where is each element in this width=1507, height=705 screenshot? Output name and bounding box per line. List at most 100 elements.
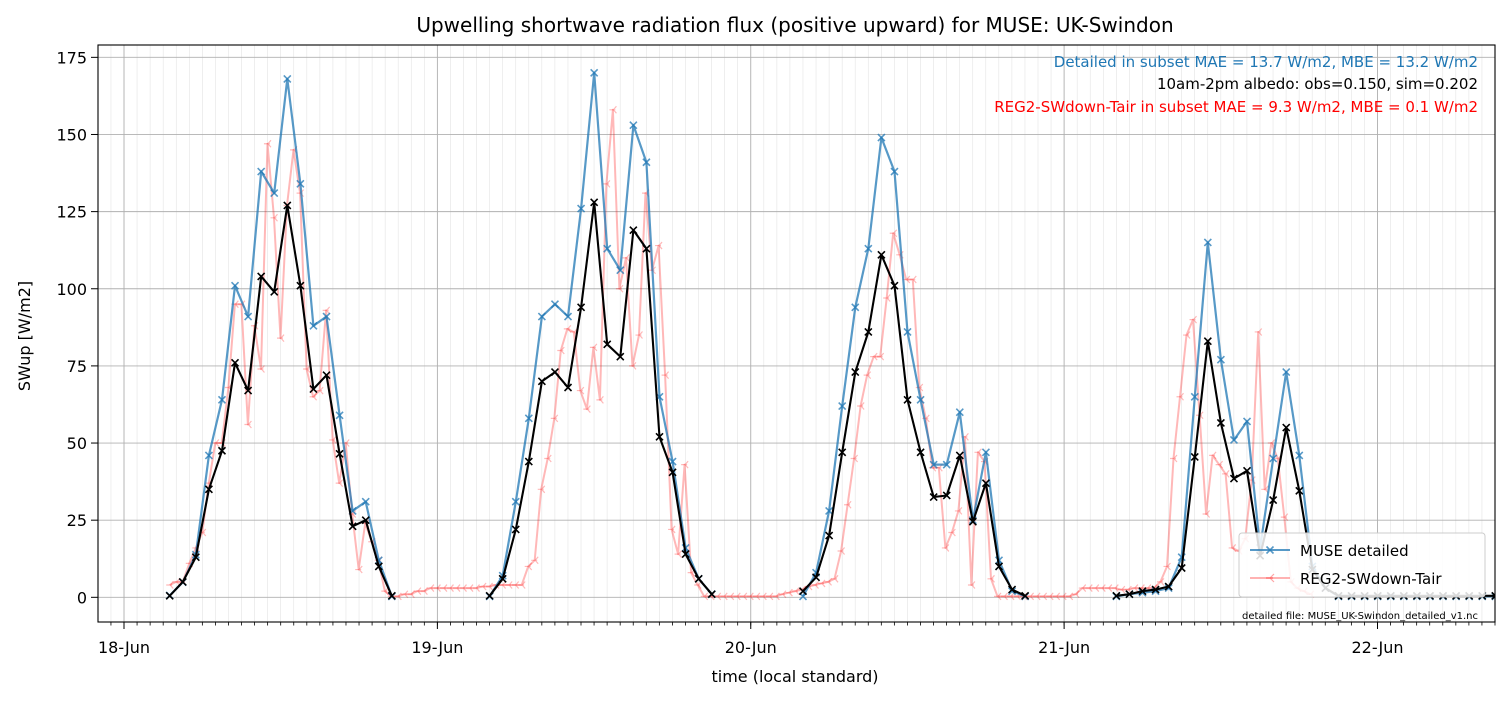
data-point-obs bbox=[616, 352, 625, 361]
data-point-obs bbox=[864, 327, 873, 337]
data-point-reg2 bbox=[550, 414, 559, 423]
data-point-detailed bbox=[903, 327, 912, 337]
data-point-reg2 bbox=[1039, 592, 1048, 601]
data-point-obs bbox=[563, 383, 573, 392]
data-point-reg2 bbox=[1254, 328, 1263, 336]
data-point-reg2 bbox=[537, 485, 546, 494]
data-point-detailed bbox=[283, 74, 292, 84]
data-point-reg2 bbox=[615, 284, 624, 293]
data-point-reg2 bbox=[576, 386, 585, 395]
data-point-detailed bbox=[629, 121, 638, 130]
data-point-reg2 bbox=[472, 584, 481, 592]
data-point-obs bbox=[707, 590, 716, 599]
annotation-detailed-stats: Detailed in subset MAE = 13.7 W/m2, MBE … bbox=[1054, 53, 1478, 71]
data-point-obs bbox=[361, 516, 370, 525]
data-point-reg2 bbox=[1111, 584, 1119, 592]
data-point-reg2 bbox=[1176, 392, 1184, 401]
data-point-obs bbox=[825, 531, 834, 540]
data-point-reg2 bbox=[596, 395, 604, 404]
data-point-reg2 bbox=[1280, 513, 1289, 521]
data-point-reg2 bbox=[394, 592, 402, 601]
data-point-reg2 bbox=[1078, 584, 1087, 592]
data-point-reg2 bbox=[531, 556, 539, 565]
data-point-obs bbox=[550, 368, 560, 377]
data-point-reg2 bbox=[433, 584, 441, 592]
data-point-obs bbox=[270, 287, 279, 296]
data-point-reg2 bbox=[909, 275, 917, 284]
data-point-obs bbox=[348, 522, 357, 531]
data-point-obs bbox=[590, 198, 599, 207]
chart-title: Upwelling shortwave radiation flux (posi… bbox=[416, 13, 1173, 37]
data-point-obs bbox=[1138, 587, 1147, 596]
data-point-detailed bbox=[825, 506, 834, 515]
data-point-reg2 bbox=[309, 392, 318, 401]
x-tick-label: 21-Jun bbox=[1038, 638, 1090, 657]
data-point-reg2 bbox=[544, 454, 552, 463]
data-point-detailed bbox=[981, 448, 990, 457]
data-point-reg2 bbox=[993, 592, 1002, 601]
data-point-obs bbox=[1229, 474, 1239, 483]
data-point-detailed bbox=[204, 451, 213, 460]
data-point-obs bbox=[230, 358, 240, 367]
data-point-reg2 bbox=[883, 294, 891, 302]
data-point-reg2 bbox=[1000, 592, 1008, 601]
data-point-detailed bbox=[524, 414, 533, 423]
data-point-detailed bbox=[550, 300, 560, 309]
data-point-reg2 bbox=[1098, 584, 1106, 592]
data-point-obs bbox=[257, 272, 266, 281]
data-point-reg2 bbox=[602, 179, 611, 188]
legend-box bbox=[1238, 532, 1486, 598]
data-point-obs bbox=[929, 492, 938, 502]
data-point-detailed bbox=[537, 312, 546, 321]
data-point-detailed bbox=[244, 312, 253, 321]
data-point-detailed bbox=[230, 281, 240, 290]
data-point-obs bbox=[851, 368, 860, 377]
data-point-reg2 bbox=[733, 592, 741, 601]
data-point-detailed bbox=[1190, 392, 1199, 401]
data-point-reg2 bbox=[1169, 454, 1178, 463]
data-point-reg2 bbox=[746, 592, 754, 601]
data-point-obs bbox=[1491, 591, 1495, 600]
annotation-reg2-stats: REG2-SWdown-Tair in subset MAE = 9.3 W/m… bbox=[994, 98, 1478, 116]
data-point-detailed bbox=[361, 497, 370, 506]
data-point-reg2 bbox=[772, 592, 780, 601]
data-point-obs bbox=[1203, 337, 1212, 346]
data-point-obs bbox=[165, 591, 174, 600]
data-point-reg2 bbox=[739, 592, 748, 601]
data-point-obs bbox=[498, 574, 507, 583]
data-point-reg2 bbox=[277, 334, 285, 343]
data-point-detailed bbox=[335, 411, 344, 420]
data-point-obs bbox=[485, 591, 494, 600]
data-point-reg2 bbox=[426, 584, 435, 592]
data-point-reg2 bbox=[954, 507, 963, 515]
data-point-detailed bbox=[929, 460, 938, 469]
data-point-obs bbox=[511, 525, 520, 534]
data-point-obs bbox=[890, 281, 899, 290]
y-tick-label: 25 bbox=[67, 511, 87, 530]
plot-area: 18-Jun 19-Jun 20-Jun 21-Jun 22-Jun 0 25 50 75 100… bbox=[56, 44, 1496, 657]
data-point-obs bbox=[903, 395, 912, 404]
data-point-reg2 bbox=[831, 574, 839, 583]
data-point-reg2 bbox=[1059, 592, 1067, 601]
data-point-reg2 bbox=[335, 479, 344, 488]
annotation-albedo: 10am-2pm albedo: obs=0.150, sim=0.202 bbox=[1157, 75, 1478, 93]
data-point-reg2 bbox=[518, 581, 526, 589]
data-point-detailed bbox=[603, 244, 612, 253]
data-point-reg2 bbox=[726, 592, 735, 601]
data-point-obs bbox=[603, 340, 612, 349]
x-tick-label: 22-Jun bbox=[1351, 638, 1403, 657]
data-point-detailed bbox=[864, 244, 873, 253]
data-point-reg2 bbox=[941, 544, 950, 552]
data-point-reg2 bbox=[668, 525, 676, 534]
data-point-detailed bbox=[955, 408, 964, 417]
data-point-detailed bbox=[563, 312, 573, 321]
data-point-reg2 bbox=[655, 241, 663, 250]
data-point-detailed bbox=[296, 179, 305, 188]
data-point-reg2 bbox=[824, 577, 832, 586]
data-point-reg2 bbox=[263, 139, 272, 148]
data-point-obs bbox=[374, 562, 383, 571]
axes-frame bbox=[97, 44, 1496, 623]
data-point-reg2 bbox=[863, 371, 872, 380]
x-axis-label: time (local standard) bbox=[711, 667, 878, 686]
data-point-obs bbox=[1190, 452, 1199, 461]
